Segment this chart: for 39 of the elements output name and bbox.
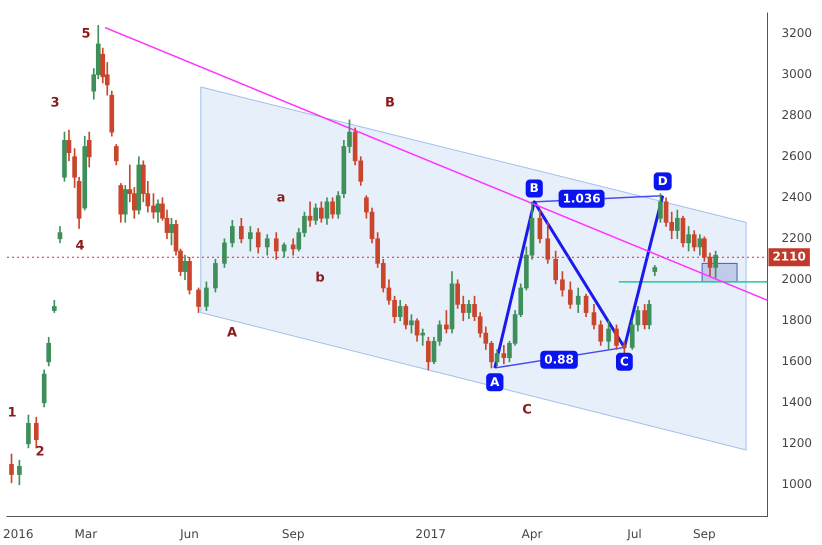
annotation: A [490, 374, 500, 389]
x-tick-label: 2016 [2, 526, 34, 541]
annotation: A [226, 325, 238, 340]
annotation: 5 [81, 26, 91, 42]
y-tick-label: 3000 [781, 66, 812, 81]
annotation: 4 [75, 238, 85, 254]
y-tick-label: 2400 [781, 190, 812, 204]
y-tick-label: 1000 [781, 476, 812, 491]
y-tick-label: 1400 [781, 394, 812, 409]
candlestick [409, 314, 414, 334]
annotation: 0.88 [544, 352, 574, 366]
y-tick-label: 2000 [781, 272, 812, 286]
annotation: 1.036 [562, 191, 601, 206]
annotation: C [620, 354, 629, 368]
y-tick-label: 2800 [781, 108, 812, 122]
x-tick-label: Jul [626, 526, 642, 541]
annotation: D [658, 174, 668, 188]
y-tick-label: 1200 [781, 436, 812, 450]
x-tick-label: Sep [282, 526, 304, 541]
x-tick-label: Sep [693, 526, 716, 541]
x-tick-label: Apr [522, 526, 542, 541]
annotation: 3 [50, 95, 60, 110]
x-tick-label: Jun [179, 526, 199, 541]
annotation: 2 [35, 444, 45, 460]
y-tick-label: 3200 [781, 26, 812, 40]
y-tick-label: 1800 [781, 312, 812, 327]
y-tick-label: 1600 [781, 354, 812, 368]
y-tick-label: 2600 [781, 148, 812, 163]
ref-line-label: 2110 [772, 249, 806, 264]
candlestick [308, 202, 312, 227]
annotation: b [315, 270, 325, 286]
x-tick-label: Mar [74, 526, 98, 541]
annotation: C [522, 402, 532, 418]
annotation: a [276, 190, 286, 206]
annotation: B [385, 95, 395, 110]
x-tick-label: 2017 [415, 526, 446, 541]
annotation: 1 [7, 405, 17, 420]
annotation: B [530, 181, 539, 196]
y-tick-label: 2200 [781, 230, 812, 245]
